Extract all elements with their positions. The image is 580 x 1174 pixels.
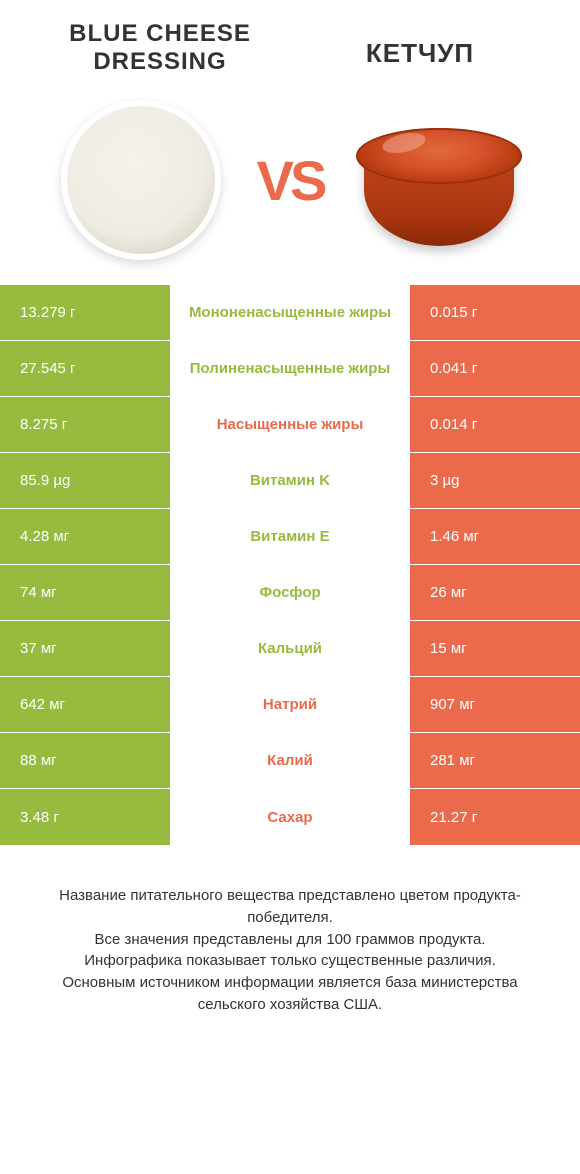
blue-cheese-dressing-image — [61, 100, 221, 260]
nutrient-label: Витамин E — [170, 509, 410, 564]
footnote: Название питательного вещества представл… — [0, 845, 580, 1016]
left-value: 4.28 мг — [0, 509, 170, 564]
footnote-line4: Основным источником информации является … — [62, 974, 517, 1013]
comparison-table: 13.279 гМононенасыщенные жиры0.015 г27.5… — [0, 285, 580, 845]
left-product-title: BLUE CHEESE DRESSING — [30, 20, 290, 75]
table-row: 37 мгКальций15 мг — [0, 621, 580, 677]
table-row: 8.275 гНасыщенные жиры0.014 г — [0, 397, 580, 453]
table-row: 3.48 гСахар21.27 г — [0, 789, 580, 845]
right-value: 21.27 г — [410, 789, 580, 845]
right-value: 281 мг — [410, 733, 580, 788]
right-value: 15 мг — [410, 621, 580, 676]
right-value: 0.014 г — [410, 397, 580, 452]
nutrient-label: Полиненасыщенные жиры — [170, 341, 410, 396]
nutrient-label: Натрий — [170, 677, 410, 732]
left-value: 27.545 г — [0, 341, 170, 396]
header: BLUE CHEESE DRESSING КЕТЧУП — [0, 0, 580, 85]
right-value: 0.015 г — [410, 285, 580, 340]
nutrient-label: Насыщенные жиры — [170, 397, 410, 452]
left-value: 37 мг — [0, 621, 170, 676]
right-value: 1.46 мг — [410, 509, 580, 564]
left-image-slot — [30, 100, 253, 260]
right-image-slot — [327, 110, 550, 250]
left-value: 642 мг — [0, 677, 170, 732]
header-left: BLUE CHEESE DRESSING — [30, 20, 290, 75]
nutrient-label: Сахар — [170, 789, 410, 845]
footnote-line2: Все значения представлены для 100 граммо… — [95, 931, 486, 948]
footnote-line1: Название питательного вещества представл… — [59, 887, 521, 926]
images-row: VS — [0, 85, 580, 285]
right-value: 0.041 г — [410, 341, 580, 396]
left-value: 85.9 µg — [0, 453, 170, 508]
left-value: 13.279 г — [0, 285, 170, 340]
left-title-line1: BLUE CHEESE — [69, 20, 251, 47]
right-product-title: КЕТЧУП — [290, 38, 550, 69]
right-value: 3 µg — [410, 453, 580, 508]
vs-label: VS — [253, 148, 328, 213]
nutrient-label: Калий — [170, 733, 410, 788]
table-row: 13.279 гМононенасыщенные жиры0.015 г — [0, 285, 580, 341]
table-row: 88 мгКалий281 мг — [0, 733, 580, 789]
nutrient-label: Фосфор — [170, 565, 410, 620]
left-title-line2: DRESSING — [93, 48, 226, 75]
right-value: 26 мг — [410, 565, 580, 620]
table-row: 74 мгФосфор26 мг — [0, 565, 580, 621]
left-value: 3.48 г — [0, 789, 170, 845]
table-row: 85.9 µgВитамин K3 µg — [0, 453, 580, 509]
table-row: 642 мгНатрий907 мг — [0, 677, 580, 733]
nutrient-label: Витамин K — [170, 453, 410, 508]
nutrient-label: Мононенасыщенные жиры — [170, 285, 410, 340]
header-right: КЕТЧУП — [290, 20, 550, 75]
table-row: 4.28 мгВитамин E1.46 мг — [0, 509, 580, 565]
right-value: 907 мг — [410, 677, 580, 732]
left-value: 8.275 г — [0, 397, 170, 452]
ketchup-image — [354, 110, 524, 250]
left-value: 74 мг — [0, 565, 170, 620]
nutrient-label: Кальций — [170, 621, 410, 676]
left-value: 88 мг — [0, 733, 170, 788]
table-row: 27.545 гПолиненасыщенные жиры0.041 г — [0, 341, 580, 397]
footnote-line3: Инфографика показывает только существенн… — [84, 952, 496, 969]
